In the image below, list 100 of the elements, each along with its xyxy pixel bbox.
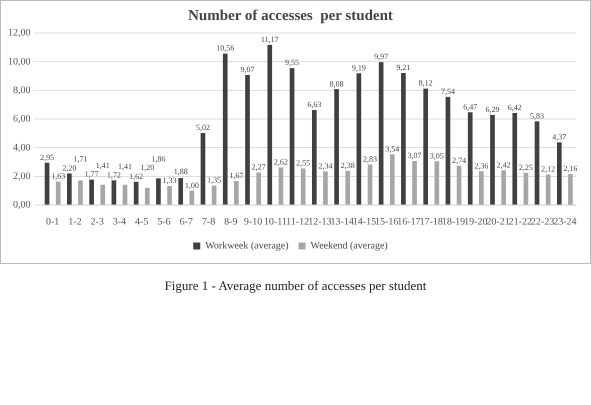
bar — [245, 74, 250, 204]
bar — [456, 166, 462, 204]
bar — [222, 54, 228, 204]
data-label: 3,05 — [430, 151, 444, 160]
data-label: 10,56 — [216, 44, 234, 53]
x-tick-label: 6-7 — [180, 216, 193, 228]
data-label: 2,95 — [40, 152, 54, 162]
y-tick-label: 8,00 — [13, 84, 30, 96]
data-label: 1,88 — [174, 167, 188, 176]
data-label: 9,07 — [240, 65, 255, 74]
bar — [378, 62, 384, 204]
data-label: 4,37 — [552, 132, 566, 142]
x-tick-label: 4-5 — [135, 216, 148, 228]
data-label: 2,20 — [62, 164, 76, 173]
bar — [300, 168, 306, 204]
data-label: 2,25 — [518, 162, 533, 172]
bar — [368, 164, 372, 204]
data-label: 3,07 — [408, 151, 422, 160]
data-label: 1,62 — [129, 172, 144, 181]
data-label: 8,12 — [418, 78, 433, 88]
y-tick-label: 10,00 — [8, 56, 30, 68]
x-tick-label: 17-18 — [420, 216, 443, 228]
data-label: 5,83 — [530, 112, 544, 121]
data-label: 1,41 — [118, 162, 132, 171]
bar — [200, 133, 206, 204]
bar — [479, 171, 484, 204]
y-tick-label: 2,00 — [13, 170, 30, 182]
data-label: 2,36 — [474, 161, 488, 170]
bar — [290, 68, 294, 204]
chart-title: Number of accesses per student — [188, 8, 393, 24]
data-label: 6,42 — [508, 103, 522, 112]
bar — [178, 178, 184, 204]
bar — [278, 167, 284, 204]
data-label: 1,77 — [84, 170, 99, 179]
data-label: 1,72 — [106, 170, 121, 180]
bar — [556, 142, 562, 204]
x-tick-label: 2-3 — [90, 216, 104, 228]
data-label: 1,35 — [207, 176, 222, 185]
caption: Figure 1 - Average number of accesses per student — [164, 278, 428, 294]
x-tick-label: 3-4 — [112, 216, 126, 228]
bar — [100, 184, 106, 204]
x-tick-label: 12-13 — [308, 216, 332, 228]
data-label: 1,67 — [229, 171, 244, 180]
legend-label: Workweek (average) — [205, 240, 289, 252]
bar — [122, 184, 128, 204]
x-tick-label: 10-11 — [264, 216, 287, 228]
bar — [67, 173, 72, 204]
bar — [401, 72, 406, 204]
bar — [323, 171, 328, 204]
data-label: 2,83 — [362, 154, 377, 164]
data-label: 3,54 — [385, 144, 400, 154]
x-tick-label: 13-14 — [330, 216, 354, 228]
bar — [112, 180, 116, 204]
bar — [267, 44, 272, 204]
data-label: 2,42 — [496, 160, 511, 170]
x-tick-label: 8-9 — [224, 216, 238, 228]
data-label: 1,63 — [51, 172, 66, 181]
bar — [89, 180, 94, 204]
data-label: 1,20 — [140, 162, 154, 172]
bar — [546, 174, 550, 204]
data-label: 2,34 — [318, 162, 332, 171]
x-tick-label: 18-19 — [442, 216, 466, 228]
x-tick-label: 1-2 — [68, 216, 82, 228]
data-label: 6,47 — [463, 102, 478, 112]
bar — [144, 188, 150, 204]
x-tick-label: 15-16 — [375, 216, 398, 228]
bar — [345, 170, 350, 204]
bar — [490, 114, 495, 204]
y-tick-label: 6,00 — [13, 114, 30, 125]
x-tick-label: 11-12 — [286, 216, 310, 228]
bar — [568, 174, 573, 204]
x-tick-label: 23-24 — [553, 216, 577, 228]
x-tick-label: 7-8 — [202, 216, 216, 228]
data-label: 1,00 — [184, 180, 199, 190]
x-tick-label: 14-15 — [352, 216, 376, 228]
x-tick-label: 19-20 — [464, 216, 488, 228]
legend-label: Weekend (average) — [310, 240, 388, 252]
bar — [390, 154, 395, 204]
data-label: 1,71 — [73, 154, 88, 164]
x-tick-label: 5-6 — [157, 216, 171, 228]
data-label: 2,55 — [296, 158, 310, 168]
x-tick-label: 20-21 — [486, 216, 510, 228]
data-label: 1,41 — [96, 160, 110, 170]
data-label: 1,33 — [162, 176, 177, 186]
x-tick-label: 9-10 — [244, 216, 262, 228]
bar — [524, 172, 528, 204]
y-tick-label: 12,00 — [8, 28, 30, 39]
bar — [423, 88, 428, 204]
data-label: 6,29 — [485, 104, 500, 114]
bar — [189, 190, 194, 204]
bar — [156, 178, 161, 204]
bar — [356, 73, 362, 204]
bar — [134, 182, 138, 204]
data-label: 11,17 — [260, 34, 279, 44]
data-label: 9,55 — [285, 58, 300, 68]
data-label: 8,08 — [330, 79, 344, 88]
data-label: 2,27 — [252, 162, 266, 172]
bar — [312, 110, 317, 204]
data-label: 2,38 — [340, 160, 355, 170]
bar — [412, 160, 417, 204]
